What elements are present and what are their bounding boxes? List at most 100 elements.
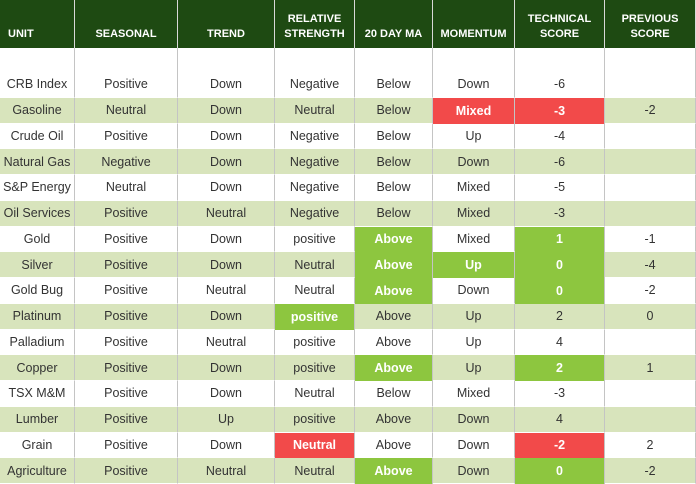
table-cell: Above bbox=[355, 226, 433, 253]
table-cell: Below bbox=[355, 149, 433, 175]
table-cell: Above bbox=[355, 432, 433, 459]
column-header: MOMENTUM bbox=[433, 0, 515, 48]
table-cell: -4 bbox=[605, 252, 696, 278]
table-cell: Above bbox=[355, 406, 433, 433]
table-cell: Mixed bbox=[433, 175, 515, 201]
table-cell: Negative bbox=[275, 149, 355, 175]
table-cell: Down bbox=[178, 175, 275, 201]
table-cell: Above bbox=[355, 329, 433, 356]
table-cell: Positive bbox=[75, 432, 178, 459]
table-cell: -3 bbox=[515, 381, 605, 407]
table-cell: Below bbox=[355, 381, 433, 407]
table-cell: Neutral bbox=[275, 252, 355, 278]
table-cell: 4 bbox=[515, 329, 605, 356]
column-header: RELATIVE STRENGTH bbox=[275, 0, 355, 48]
table-cell: Mixed bbox=[433, 97, 515, 124]
spacer-cell bbox=[275, 48, 355, 72]
table-cell bbox=[605, 72, 696, 98]
spacer-cell bbox=[605, 48, 696, 72]
spacer-cell bbox=[433, 48, 515, 72]
table-cell: Positive bbox=[75, 355, 178, 381]
table-cell: -3 bbox=[515, 200, 605, 227]
table-cell: Below bbox=[355, 175, 433, 201]
table-cell: positive bbox=[275, 355, 355, 381]
table-cell: -3 bbox=[515, 97, 605, 124]
table-cell: Up bbox=[433, 252, 515, 278]
table-cell: Agriculture bbox=[0, 458, 75, 484]
table-cell: Down bbox=[433, 406, 515, 433]
table-cell: 0 bbox=[515, 278, 605, 304]
table-cell bbox=[605, 381, 696, 407]
table-cell: Crude Oil bbox=[0, 123, 75, 150]
table-cell: Positive bbox=[75, 406, 178, 433]
table-cell: Positive bbox=[75, 252, 178, 278]
table-cell bbox=[605, 406, 696, 433]
table-cell: 0 bbox=[515, 458, 605, 484]
spacer-cell bbox=[355, 48, 433, 72]
table-cell: Above bbox=[355, 458, 433, 484]
table-cell bbox=[605, 329, 696, 356]
table-cell: CRB Index bbox=[0, 72, 75, 98]
table-cell: Mixed bbox=[433, 381, 515, 407]
table-cell: Up bbox=[433, 329, 515, 356]
table-cell: Natural Gas bbox=[0, 149, 75, 175]
table-cell: Neutral bbox=[178, 458, 275, 484]
table-cell: -2 bbox=[605, 97, 696, 124]
table-cell: Negative bbox=[275, 123, 355, 150]
table-cell: Positive bbox=[75, 123, 178, 150]
table-cell: Grain bbox=[0, 432, 75, 459]
table-cell: Up bbox=[433, 355, 515, 381]
table-cell: Down bbox=[433, 432, 515, 459]
table-cell: positive bbox=[275, 303, 355, 330]
table-cell: -4 bbox=[515, 123, 605, 150]
table-cell: Above bbox=[355, 355, 433, 381]
table-cell: Positive bbox=[75, 226, 178, 253]
table-cell: Down bbox=[178, 381, 275, 407]
table-cell: Down bbox=[433, 149, 515, 175]
spacer-cell bbox=[75, 48, 178, 72]
table-cell: Negative bbox=[275, 175, 355, 201]
table-cell: Neutral bbox=[275, 278, 355, 304]
spacer-cell bbox=[515, 48, 605, 72]
table-cell: Gold Bug bbox=[0, 278, 75, 304]
column-header: 20 DAY MA bbox=[355, 0, 433, 48]
table-cell: Positive bbox=[75, 458, 178, 484]
table-cell: Down bbox=[178, 123, 275, 150]
table-cell: 1 bbox=[605, 355, 696, 381]
table-cell: Positive bbox=[75, 200, 178, 227]
table-cell: Negative bbox=[275, 200, 355, 227]
table-cell: S&P Energy bbox=[0, 175, 75, 201]
table-cell bbox=[605, 123, 696, 150]
table-cell: positive bbox=[275, 226, 355, 253]
table-cell: Palladium bbox=[0, 329, 75, 356]
table-cell: Gasoline bbox=[0, 97, 75, 124]
table-cell bbox=[605, 200, 696, 227]
table-cell: TSX M&M bbox=[0, 381, 75, 407]
table-cell: Down bbox=[178, 97, 275, 124]
table-cell: Mixed bbox=[433, 200, 515, 227]
table-cell: Neutral bbox=[178, 278, 275, 304]
table-cell: Down bbox=[433, 278, 515, 304]
table-cell: -6 bbox=[515, 72, 605, 98]
table-cell: Above bbox=[355, 252, 433, 278]
table-cell: Down bbox=[178, 355, 275, 381]
table-cell: -5 bbox=[515, 175, 605, 201]
table-cell: Down bbox=[178, 303, 275, 330]
table-cell: -2 bbox=[605, 458, 696, 484]
table-cell: Up bbox=[178, 406, 275, 433]
column-header: SEASONAL bbox=[75, 0, 178, 48]
table-cell: Down bbox=[178, 432, 275, 459]
spacer-cell bbox=[178, 48, 275, 72]
column-header: PREVIOUS SCORE bbox=[605, 0, 696, 48]
table-cell: Down bbox=[178, 226, 275, 253]
table-cell: Mixed bbox=[433, 226, 515, 253]
table-cell: Positive bbox=[75, 72, 178, 98]
table-cell: Neutral bbox=[178, 200, 275, 227]
table-cell: -2 bbox=[605, 278, 696, 304]
spacer-cell bbox=[0, 48, 75, 72]
table-cell: Below bbox=[355, 72, 433, 98]
table-cell: Positive bbox=[75, 329, 178, 356]
table-cell: Neutral bbox=[75, 175, 178, 201]
column-header: UNIT bbox=[0, 0, 75, 48]
